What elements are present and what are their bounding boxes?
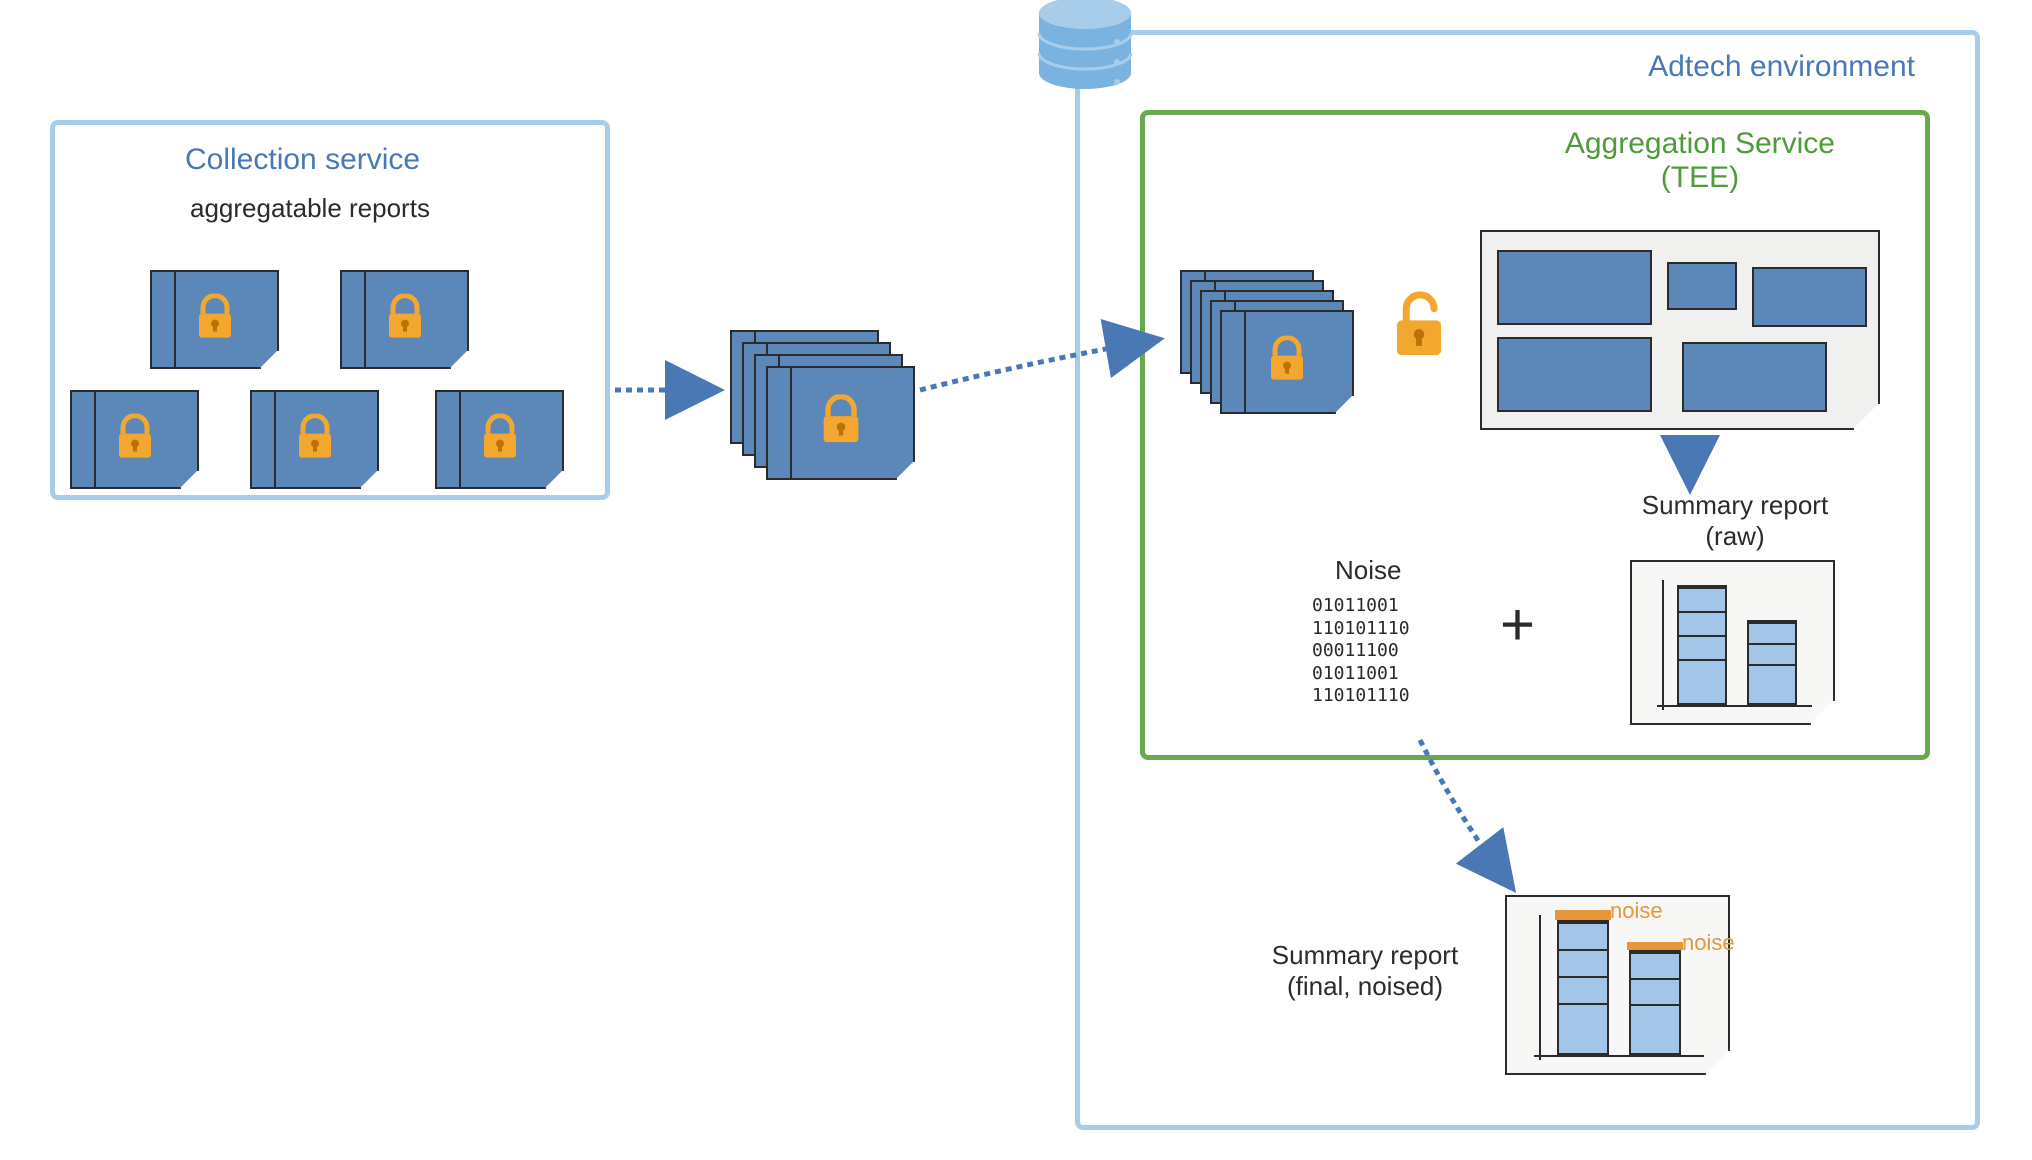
data-cell	[1667, 262, 1737, 310]
final-bar-1	[1557, 920, 1609, 1055]
data-cell	[1682, 342, 1827, 412]
noise-cap-1	[1555, 910, 1611, 920]
data-cell	[1497, 250, 1652, 325]
noise-label: Noise	[1335, 555, 1401, 586]
summary-raw-line1: Summary report	[1642, 490, 1828, 520]
summary-raw-report	[1630, 560, 1835, 725]
summary-final-line2: (final, noised)	[1287, 971, 1443, 1001]
final-bar-2	[1629, 950, 1681, 1055]
raw-bar-1	[1677, 585, 1727, 705]
data-cell	[1497, 337, 1652, 412]
lock-icon	[819, 394, 863, 446]
report-stack-aggregation	[1180, 270, 1360, 420]
locked-report-card	[340, 270, 469, 369]
noise-tag-2: noise	[1682, 930, 1735, 956]
database-icon	[1035, 0, 1135, 95]
aggregatable-reports-label: aggregatable reports	[190, 193, 430, 224]
decrypted-data-sheet	[1480, 230, 1880, 430]
locked-report-card	[70, 390, 199, 489]
noise-line: 01011001	[1312, 663, 1410, 686]
raw-bar-2	[1747, 620, 1797, 705]
lock-icon	[1267, 336, 1307, 384]
unlock-icon	[1390, 290, 1448, 365]
plus-icon: +	[1500, 590, 1535, 659]
aggregation-service-title: Aggregation Service (TEE)	[1565, 127, 1835, 195]
noise-line: 01011001	[1312, 595, 1410, 618]
data-cell	[1752, 267, 1867, 327]
report-stack-mid	[730, 330, 925, 490]
summary-raw-label: Summary report (raw)	[1630, 490, 1840, 552]
noise-cap-2	[1627, 942, 1683, 950]
locked-report-card	[150, 270, 279, 369]
lock-icon	[115, 413, 155, 461]
locked-report-card	[435, 390, 564, 489]
aggregation-title-line1: Aggregation Service	[1565, 127, 1835, 160]
collection-service-title: Collection service	[185, 143, 420, 177]
lock-icon	[195, 293, 235, 341]
summary-raw-line2: (raw)	[1705, 521, 1764, 551]
noise-line: 110101110	[1312, 618, 1410, 641]
noise-line: 110101110	[1312, 685, 1410, 708]
noise-bits: 01011001 110101110 00011100 01011001 110…	[1312, 595, 1410, 708]
noise-line: 00011100	[1312, 640, 1410, 663]
lock-icon	[385, 293, 425, 341]
locked-report-card	[250, 390, 379, 489]
summary-final-label: Summary report (final, noised)	[1250, 940, 1480, 1002]
aggregation-title-line2: (TEE)	[1661, 161, 1739, 194]
diagram-canvas: { "colors": { "panel_blue": "#a7cdeb", "…	[0, 0, 2032, 1160]
lock-icon	[295, 413, 335, 461]
adtech-environment-title: Adtech environment	[1648, 50, 1915, 84]
noise-tag-1: noise	[1610, 898, 1663, 924]
lock-icon	[480, 413, 520, 461]
summary-final-line1: Summary report	[1272, 940, 1458, 970]
